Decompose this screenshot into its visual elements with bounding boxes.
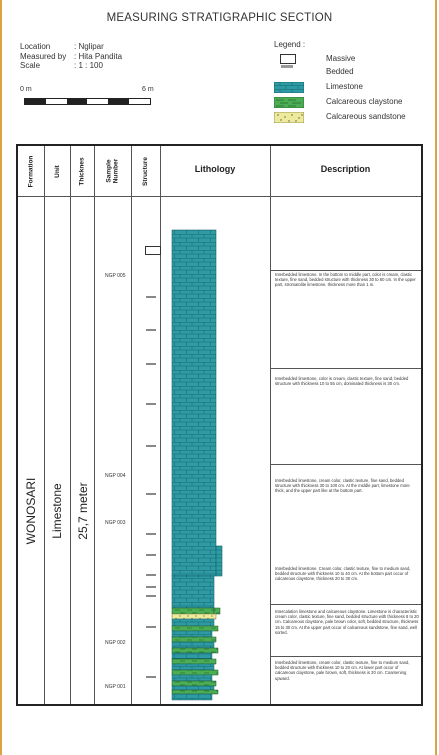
description-layer-3: Interbedded limestone, cream color, clas… [275, 478, 410, 494]
legend-item-sandstone: Calcareous sandstone [274, 112, 434, 126]
legend-label-limestone: Limestone [326, 82, 363, 91]
sample-ngp-004: NGP 004 [105, 473, 126, 479]
sandstone-swatch [274, 112, 304, 123]
sample-ngp-002: NGP 002 [105, 640, 126, 646]
massive-swatch [280, 54, 296, 64]
structure-bedded [146, 554, 156, 556]
structure-bedded [146, 445, 156, 447]
page-title: MEASURING STRATIGRAPHIC SECTION [106, 12, 333, 24]
header-lithology: Lithology [194, 164, 236, 174]
legend-item-claystone: Calcareous claystone [274, 97, 434, 111]
bedded-swatch [281, 65, 293, 68]
limestone-bed-bump [215, 545, 223, 577]
lithology-column [171, 229, 223, 701]
legend: Legend : Massive Bedded Limestone [274, 40, 434, 123]
structure-bedded [146, 595, 156, 597]
description-layer-4: Interbedded limestone. Cream color, clas… [275, 566, 411, 582]
section-info: Location : Nglipar Measured by : Hita Pand… [20, 42, 122, 71]
scale-start-label: 0 m [20, 86, 32, 93]
structure-bedded [146, 363, 156, 365]
intercalation-zone [171, 607, 221, 701]
structure-bedded [146, 329, 156, 331]
scale-bar-segments [24, 98, 151, 105]
structure-massive [145, 246, 161, 255]
structure-bedded [146, 296, 156, 298]
structure-bedded [146, 586, 156, 588]
description-layer-5: Intercalation limestone and calcareous c… [275, 609, 419, 635]
measured-by-value: : Hita Pandita [74, 51, 123, 61]
location-value: : Nglipar [74, 42, 104, 51]
description-layer-1: Interbedded limestone. In the bottom to … [275, 272, 416, 288]
limestone-bed-upper [171, 229, 217, 577]
limestone-swatch [274, 82, 304, 93]
sample-ngp-005: NGP 005 [105, 273, 126, 279]
structure-bedded [146, 676, 156, 678]
description-layer-6: Interbedded limestone, cream color, clas… [275, 660, 410, 681]
legend-label-sandstone: Calcareous sandstone [326, 112, 406, 121]
header-description: Description [320, 164, 371, 174]
legend-label-massive: Massive [326, 54, 356, 63]
legend-label-bedded: Bedded [326, 67, 354, 76]
structure-bedded [146, 533, 156, 535]
structure-bedded [146, 626, 156, 628]
legend-item-bedded: Bedded [274, 65, 434, 81]
scale-value: : 1 : 100 [74, 61, 103, 70]
limestone-bed-lower [171, 575, 215, 609]
scale-end-label: 6 m [142, 86, 154, 93]
claystone-swatch [274, 97, 304, 108]
structure-bedded [146, 403, 156, 405]
structure-bedded [146, 493, 156, 495]
legend-item-limestone: Limestone [274, 82, 434, 96]
location-label: Location [20, 42, 51, 51]
legend-item-massive: Massive [274, 54, 434, 68]
structure-bedded [146, 574, 156, 576]
scale-bar: 0 m 6 m [20, 86, 160, 116]
measured-by-label: Measured by [20, 51, 67, 61]
scale-label: Scale [20, 61, 41, 70]
stratigraphic-sheet: Formation Unit Thicknes Sample Number St… [16, 144, 423, 706]
description-layer-2: Interbedded limestone, color is cream, c… [275, 376, 409, 387]
legend-heading: Legend : [274, 40, 306, 49]
page-frame-right [435, 0, 437, 755]
legend-label-claystone: Calcareous claystone [326, 97, 403, 106]
page-frame-left [0, 0, 2, 755]
sample-ngp-003: NGP 003 [105, 520, 126, 526]
sample-ngp-001: NGP 001 [105, 684, 126, 690]
